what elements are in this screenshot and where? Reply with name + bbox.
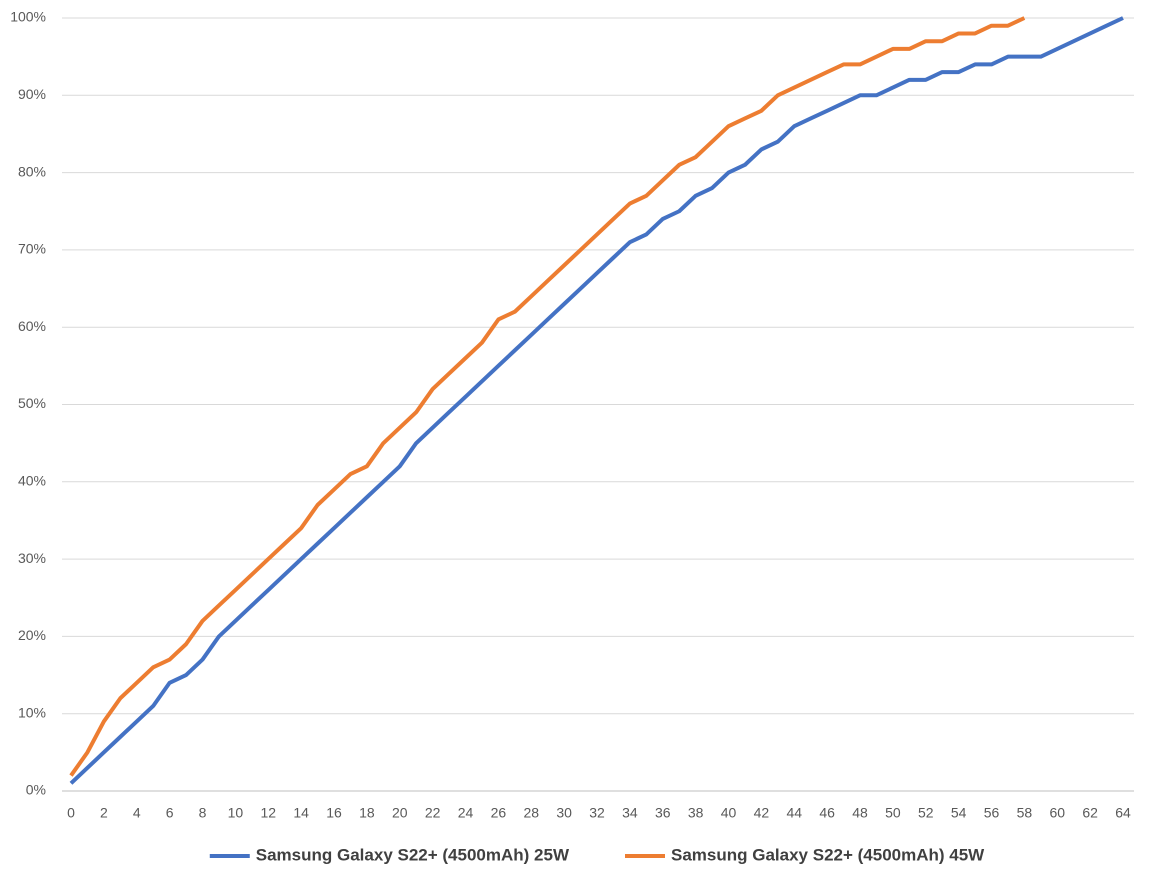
x-tick-label: 32	[589, 805, 605, 821]
x-tick-label: 8	[199, 805, 207, 821]
x-tick-label: 24	[458, 805, 474, 821]
x-tick-label: 50	[885, 805, 901, 821]
x-tick-label: 42	[754, 805, 770, 821]
x-tick-label: 30	[556, 805, 572, 821]
x-tick-label: 48	[852, 805, 868, 821]
x-tick-label: 52	[918, 805, 934, 821]
x-tick-label: 44	[786, 805, 802, 821]
x-tick-label: 38	[688, 805, 704, 821]
x-tick-label: 2	[100, 805, 108, 821]
x-tick-label: 58	[1017, 805, 1033, 821]
x-tick-label: 14	[293, 805, 309, 821]
x-tick-label: 62	[1082, 805, 1098, 821]
series-line	[69, 16, 1026, 777]
x-tick-label: 0	[67, 805, 75, 821]
y-tick-label: 90%	[18, 86, 46, 102]
x-tick-label: 28	[523, 805, 539, 821]
y-tick-label: 100%	[10, 9, 46, 25]
y-tick-label: 70%	[18, 241, 46, 257]
x-tick-label: 4	[133, 805, 141, 821]
x-tick-label: 10	[228, 805, 244, 821]
y-tick-label: 80%	[18, 163, 46, 179]
x-tick-label: 26	[491, 805, 507, 821]
x-tick-label: 12	[260, 805, 276, 821]
y-tick-label: 60%	[18, 318, 46, 334]
y-tick-label: 0%	[26, 782, 46, 798]
x-tick-label: 22	[425, 805, 441, 821]
series-line	[69, 16, 1124, 785]
legend-label: Samsung Galaxy S22+ (4500mAh) 45W	[671, 845, 985, 864]
x-tick-label: 16	[326, 805, 342, 821]
x-tick-label: 6	[166, 805, 174, 821]
y-tick-label: 10%	[18, 704, 46, 720]
y-tick-label: 50%	[18, 395, 46, 411]
x-tick-label: 60	[1049, 805, 1065, 821]
y-tick-label: 40%	[18, 473, 46, 489]
x-tick-label: 40	[721, 805, 737, 821]
x-tick-label: 54	[951, 805, 967, 821]
x-tick-label: 64	[1115, 805, 1131, 821]
y-tick-label: 20%	[18, 627, 46, 643]
legend-label: Samsung Galaxy S22+ (4500mAh) 25W	[256, 845, 570, 864]
x-tick-label: 20	[392, 805, 408, 821]
x-tick-label: 56	[984, 805, 1000, 821]
x-tick-label: 34	[622, 805, 638, 821]
x-tick-label: 36	[655, 805, 671, 821]
x-tick-label: 46	[819, 805, 835, 821]
y-tick-label: 30%	[18, 550, 46, 566]
x-tick-label: 18	[359, 805, 375, 821]
